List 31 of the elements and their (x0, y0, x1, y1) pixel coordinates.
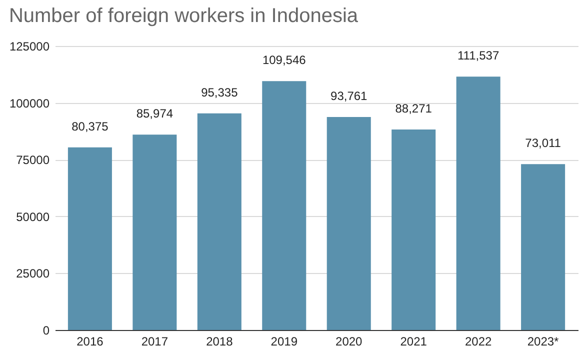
bar (197, 113, 242, 330)
bar (392, 129, 436, 330)
y-tick-label: 75000 (16, 153, 50, 168)
data-label: 109,546 (262, 53, 306, 68)
x-tick-label: 2017 (141, 334, 168, 348)
bar (456, 76, 500, 330)
data-label: 88,271 (395, 101, 432, 116)
data-label: 95,335 (201, 85, 238, 100)
x-tick-label: 2019 (270, 334, 298, 348)
y-tick-label: 50000 (16, 210, 50, 224)
bar (326, 116, 371, 330)
chart-title: Number of foreign workers in Indonesia (8, 5, 359, 27)
data-label: 85,974 (136, 106, 174, 121)
data-label: 80,375 (72, 119, 109, 134)
y-tick-label: 0 (42, 324, 50, 338)
bar (262, 81, 306, 330)
y-tick-label: 125000 (9, 40, 50, 54)
x-tick-label: 2022 (464, 334, 492, 348)
bar (521, 164, 566, 330)
y-tick-label: 25000 (16, 266, 50, 281)
x-tick-label: 2020 (336, 334, 363, 348)
bar (132, 134, 177, 330)
data-label: 111,537 (458, 48, 500, 63)
data-label: 93,761 (330, 88, 368, 103)
y-tick-label: 100000 (9, 96, 50, 110)
x-tick-label: 2021 (400, 334, 428, 348)
x-tick-label: 2018 (206, 334, 234, 348)
bar (68, 147, 112, 330)
x-tick-label: 2023* (527, 334, 560, 348)
data-label: 73,011 (525, 136, 562, 150)
x-tick-label: 2016 (76, 334, 104, 348)
